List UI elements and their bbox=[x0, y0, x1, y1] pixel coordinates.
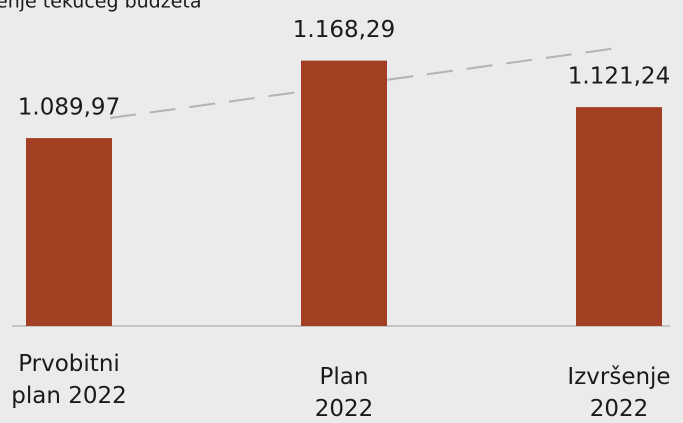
x-tick-label: Izvršenje 2022 bbox=[567, 364, 671, 422]
chart-title: enje tekućeg budžeta bbox=[0, 0, 202, 13]
bar bbox=[26, 138, 112, 326]
bar bbox=[576, 107, 662, 326]
bar bbox=[301, 60, 387, 327]
value-label: 1.089,97 bbox=[18, 95, 120, 121]
value-label: 1.168,29 bbox=[293, 17, 395, 43]
value-label: 1.121,24 bbox=[568, 64, 670, 90]
x-tick-label: Prvobitni plan 2022 bbox=[11, 351, 127, 409]
x-tick-label: Plan 2022 bbox=[314, 364, 374, 422]
